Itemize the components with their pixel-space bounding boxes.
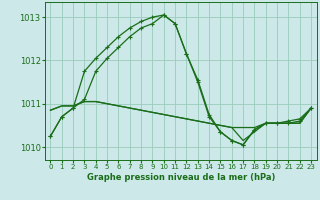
X-axis label: Graphe pression niveau de la mer (hPa): Graphe pression niveau de la mer (hPa) — [87, 173, 275, 182]
